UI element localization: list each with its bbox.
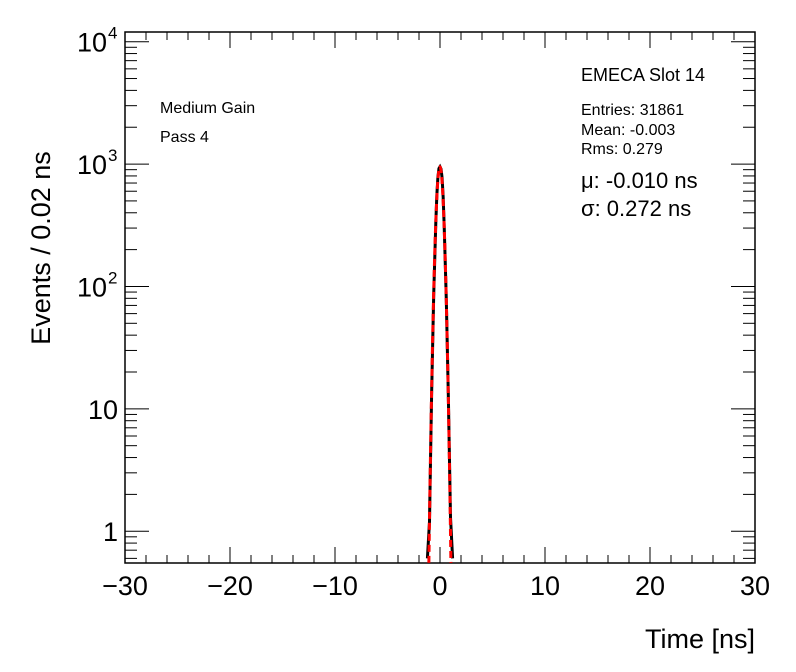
y-tick-label: 1	[103, 517, 118, 547]
x-tick-label: −20	[207, 571, 253, 601]
axis-ticks	[124, 32, 756, 563]
y-axis-label: Events / 0.02 ns	[26, 151, 56, 345]
x-tick-label: 30	[740, 571, 770, 601]
x-tick-labels: −30 −20 −10 0 10 20 30	[102, 571, 770, 601]
mean-label: Mean: -0.003	[581, 122, 675, 139]
y-tick-label: 10	[77, 272, 107, 302]
gain-label: Medium Gain	[160, 100, 255, 117]
y-tick-label-exponent: 2	[108, 268, 117, 287]
y-tick-label: 10	[88, 395, 118, 425]
y-tick-label-exponent: 3	[108, 146, 117, 165]
x-tick-label: −30	[102, 571, 148, 601]
pass-label: Pass 4	[160, 129, 209, 146]
x-tick-label: 0	[432, 571, 447, 601]
x-tick-label: −10	[312, 571, 358, 601]
fit-sigma-label: σ: 0.272 ns	[581, 196, 691, 221]
x-tick-label: 20	[635, 571, 665, 601]
rms-label: Rms: 0.279	[581, 141, 663, 158]
y-tick-label: 10	[77, 28, 107, 58]
fit-mu-label: μ: -0.010 ns	[581, 168, 698, 193]
slot-label: EMECA Slot 14	[581, 65, 705, 85]
y-tick-label-exponent: 4	[108, 24, 117, 43]
entries-label: Entries: 31861	[581, 102, 684, 119]
x-axis-label: Time [ns]	[645, 624, 755, 654]
x-tick-label: 10	[530, 571, 560, 601]
gaussian-fit-line	[427, 165, 453, 563]
y-tick-label: 10	[77, 150, 107, 180]
